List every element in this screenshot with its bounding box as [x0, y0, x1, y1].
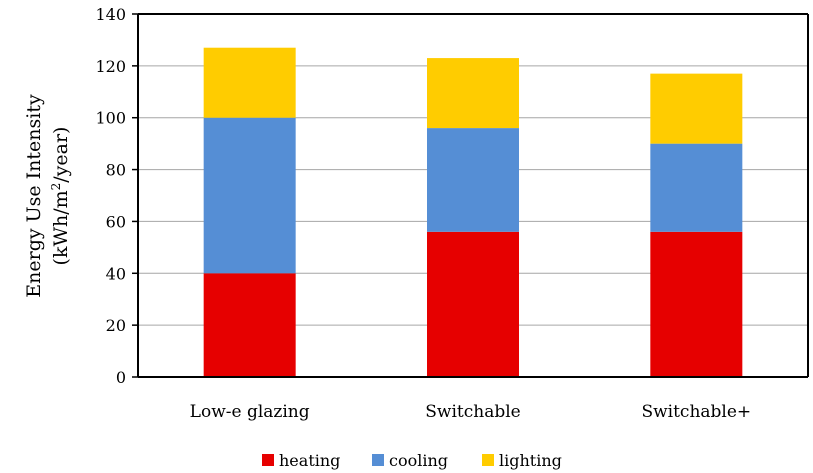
y-tick-labels: 0 20 40 60 80 100 120 140: [95, 5, 126, 387]
y-axis-title-unit-pre: (kWh/m: [50, 190, 72, 265]
y-tick-label: 80: [106, 161, 126, 180]
bar-segment-lighting: [427, 58, 519, 129]
y-tick-label: 40: [106, 264, 126, 283]
legend-label-cooling: cooling: [389, 451, 448, 470]
x-category-label: Low-e glazing: [190, 402, 310, 422]
legend: heating cooling lighting: [262, 451, 562, 470]
bar-segment-heating: [427, 231, 519, 377]
x-category-labels: Low-e glazing Switchable Switchable+: [190, 402, 752, 422]
bar-segment-cooling: [203, 117, 296, 274]
legend-label-heating: heating: [279, 451, 340, 470]
bar-segment-heating: [650, 231, 743, 377]
legend-swatch-cooling: [372, 454, 384, 466]
y-tick-label: 20: [106, 316, 126, 335]
y-tick-label: 0: [116, 368, 126, 387]
bar-segment-lighting: [650, 73, 743, 144]
bar-segment-lighting: [203, 47, 296, 118]
y-tick-label: 60: [106, 212, 126, 231]
y-axis-title-unit-sup: 2: [49, 183, 63, 191]
x-category-label: Switchable+: [641, 402, 751, 422]
y-axis-title: Energy Use Intensity (kWh/m2/year): [23, 94, 72, 298]
legend-label-lighting: lighting: [499, 451, 562, 470]
y-tick-label: 140: [95, 5, 126, 24]
axes: [137, 13, 809, 378]
y-tick-label: 100: [95, 109, 126, 128]
y-axis-title-line2: (kWh/m2/year): [49, 127, 72, 266]
x-category-label: Switchable: [425, 402, 520, 422]
legend-swatch-lighting: [482, 454, 494, 466]
y-axis-title-line1: Energy Use Intensity: [23, 94, 45, 298]
bar-segment-cooling: [650, 143, 743, 232]
y-tick-label: 120: [95, 57, 126, 76]
bar-segment-heating: [203, 273, 296, 377]
y-axis-title-unit-post: /year): [50, 127, 72, 183]
bar-segment-cooling: [427, 128, 519, 232]
legend-swatch-heating: [262, 454, 274, 466]
bars: [203, 47, 743, 377]
